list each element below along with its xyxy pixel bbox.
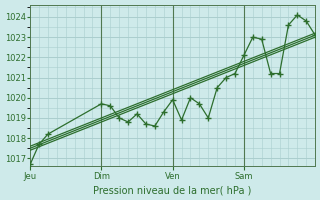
X-axis label: Pression niveau de la mer( hPa ): Pression niveau de la mer( hPa ) <box>93 185 252 195</box>
